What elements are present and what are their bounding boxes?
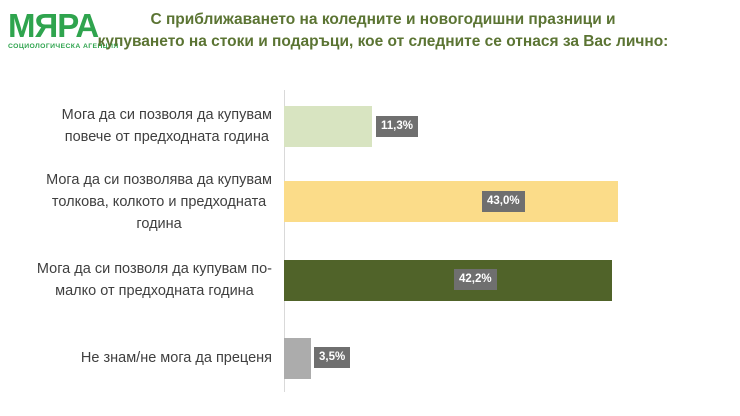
value-label: 43,0% — [482, 191, 525, 212]
agency-logo-name: МЯРА — [8, 7, 99, 44]
value-label: 3,5% — [314, 347, 351, 368]
bar-buy-less — [284, 260, 612, 301]
category-label: Не знам/не мога да преценя — [80, 350, 272, 366]
value-label: 42,2% — [454, 269, 497, 290]
value-label: 11,3% — [376, 116, 418, 137]
category-label: Мога да си позволя да купувам повече от … — [61, 107, 272, 145]
category-label: Мога да си позволява да купувам толкова,… — [46, 172, 272, 232]
bar-buy-same — [284, 181, 618, 222]
chart-title: С приближаването на коледните и новогоди… — [97, 11, 669, 50]
category-axis-line — [284, 90, 285, 392]
bar-buy-more — [284, 106, 372, 147]
agency-logo: МЯРА СОЦИОЛОГИЧЕСКА АГЕНЦИЯ — [8, 7, 119, 50]
category-label: Мога да си позволя да купувам по- малко … — [36, 261, 272, 299]
bar-dont-know — [284, 338, 311, 379]
agency-logo-subtitle: СОЦИОЛОГИЧЕСКА АГЕНЦИЯ — [8, 43, 119, 50]
